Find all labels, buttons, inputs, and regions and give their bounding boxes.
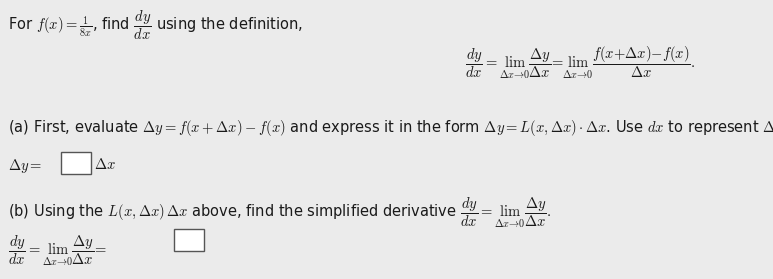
Text: For $f(x) = \frac{1}{8x}$, find $\dfrac{dy}{dx}$ using the definition,: For $f(x) = \frac{1}{8x}$, find $\dfrac{…	[8, 8, 303, 42]
Text: $\dfrac{dy}{dx} = \lim_{\Delta x \to 0} \dfrac{\Delta y}{\Delta x} = $: $\dfrac{dy}{dx} = \lim_{\Delta x \to 0} …	[8, 234, 107, 268]
FancyBboxPatch shape	[174, 229, 204, 251]
Text: $\Delta x$: $\Delta x$	[94, 157, 116, 172]
Text: $\Delta y = $: $\Delta y = $	[8, 157, 43, 175]
Text: $\dfrac{dy}{dx} = \lim_{\Delta x \to 0} \dfrac{\Delta y}{\Delta x} = \lim_{\Delt: $\dfrac{dy}{dx} = \lim_{\Delta x \to 0} …	[465, 45, 695, 81]
Text: (a) First, evaluate $\Delta y = f(x + \Delta x) - f(x)$ and express it in the fo: (a) First, evaluate $\Delta y = f(x + \D…	[8, 118, 773, 138]
FancyBboxPatch shape	[61, 152, 91, 174]
Text: (b) Using the $L(x, \Delta x)\, \Delta x$ above, find the simplified derivative : (b) Using the $L(x, \Delta x)\, \Delta x…	[8, 196, 551, 230]
